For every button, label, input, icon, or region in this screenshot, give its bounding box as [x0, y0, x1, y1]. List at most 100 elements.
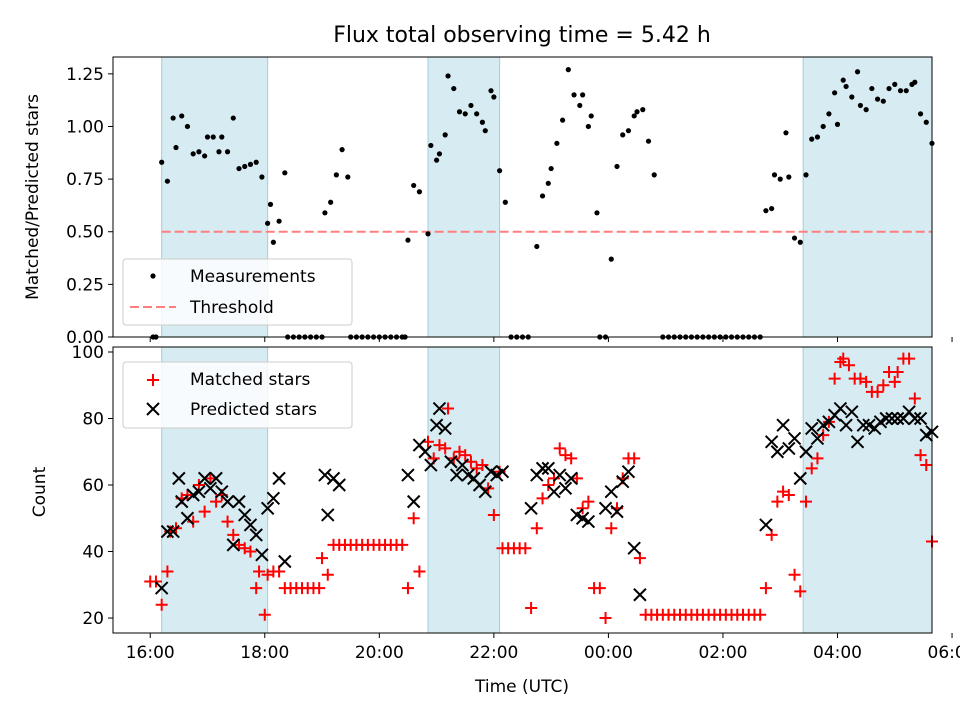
- matched-stars-points: [144, 352, 938, 625]
- matched-star-point: [920, 459, 933, 472]
- y-tick-label: 0.00: [66, 328, 104, 348]
- matched-star-point: [407, 512, 420, 525]
- matched-star-point: [149, 575, 162, 588]
- bottom-panel: 20 40 60 80 100 16:00 18:00 20:00 22:00 00:00 02:…: [30, 343, 960, 697]
- predicted-star-point: [890, 411, 905, 426]
- measurement-point: [210, 134, 216, 140]
- matched-star-point: [250, 582, 263, 595]
- bottom-plot-frame: [112, 346, 933, 634]
- matched-star-point: [155, 598, 168, 611]
- predicted-star-point: [429, 418, 444, 432]
- predicted-star-point: [885, 411, 899, 426]
- legend-predicted-marker: [146, 402, 160, 416]
- predicted-star-point: [418, 445, 432, 459]
- measurement-point: [923, 119, 929, 125]
- matched-star-point: [181, 488, 194, 501]
- measurement-point: [451, 85, 457, 92]
- measurement-point: [425, 231, 431, 237]
- predicted-star-point: [547, 484, 561, 499]
- matched-star-point: [782, 488, 795, 501]
- measurement-point: [190, 151, 196, 157]
- measurement-point: [259, 174, 265, 180]
- y-tick-label: 80: [82, 410, 104, 430]
- measurement-point: [608, 256, 614, 262]
- matched-star-point: [914, 449, 927, 462]
- predicted-star-point: [604, 484, 618, 499]
- matched-star-point: [487, 508, 500, 521]
- measurement-point: [614, 163, 620, 170]
- measurement-point: [479, 119, 486, 125]
- predicted-star-point: [782, 441, 796, 456]
- measurement-point: [903, 88, 909, 94]
- measurement-point: [843, 83, 849, 90]
- x-tick-label: 18:00: [240, 643, 289, 663]
- top-panel: 0.00 0.25 0.50 0.75 1.00 1.25 Flux total obse…: [23, 23, 953, 348]
- predicted-star-point: [406, 494, 421, 509]
- predicted-star-point: [455, 458, 470, 472]
- measurement-point: [545, 180, 551, 186]
- measurement-point: [428, 142, 434, 149]
- measurement-point: [912, 79, 918, 85]
- measurement-point: [482, 128, 488, 134]
- predicted-star-point: [581, 514, 596, 529]
- measurement-point: [554, 140, 560, 146]
- predicted-star-point: [799, 445, 813, 459]
- measurement-point: [777, 176, 783, 182]
- matched-star-point: [842, 359, 855, 372]
- measurement-point: [854, 69, 861, 75]
- measurement-point: [202, 153, 208, 159]
- matched-star-point: [788, 568, 801, 581]
- predicted-star-point: [495, 465, 510, 479]
- predicted-star-point: [793, 471, 807, 486]
- matched-star-point: [221, 515, 234, 528]
- predicted-star-point: [908, 411, 922, 426]
- predicted-star-point: [633, 588, 647, 602]
- predicted-star-point: [401, 468, 415, 482]
- predicted-star-point: [266, 491, 281, 506]
- predicted-star-point: [272, 471, 286, 486]
- measurement-point: [620, 132, 626, 138]
- predicted-star-point: [770, 445, 785, 459]
- measurement-point: [173, 144, 179, 151]
- measurement-point: [196, 149, 202, 155]
- measurement-point: [769, 205, 775, 212]
- measurement-point: [333, 172, 339, 178]
- predicted-star-point: [166, 524, 180, 539]
- y-tick-label: 0.50: [66, 223, 104, 243]
- measurement-point: [826, 111, 832, 117]
- measurement-point: [763, 208, 769, 214]
- matched-star-point: [800, 495, 812, 508]
- x-tick-label: 04:00: [813, 643, 862, 663]
- measurement-point: [242, 163, 248, 170]
- measurement-point: [496, 168, 503, 174]
- measurement-point: [436, 151, 443, 157]
- matched-star-point: [253, 565, 266, 578]
- predicted-star-point: [160, 524, 175, 539]
- measurement-point: [840, 77, 846, 83]
- matched-star-point: [442, 402, 455, 415]
- predicted-star-point: [154, 581, 169, 595]
- matched-star-point: [811, 452, 824, 465]
- predicted-star-point: [616, 474, 630, 489]
- predicted-star-point: [332, 478, 346, 492]
- matched-star-point: [754, 608, 767, 621]
- measurement-points: [150, 67, 935, 340]
- legend-measurements-marker: [150, 273, 156, 279]
- y-tick-label: 0.75: [66, 170, 104, 190]
- measurement-point: [322, 210, 328, 216]
- matched-star-point: [605, 522, 618, 535]
- measurement-point: [539, 193, 546, 199]
- predicted-star-point: [197, 471, 212, 486]
- matched-star-point: [198, 505, 211, 518]
- predicted-star-point: [810, 431, 825, 446]
- predicted-star-point: [203, 481, 218, 496]
- measurement-point: [282, 170, 288, 176]
- matched-star-point: [877, 379, 890, 392]
- measurement-point: [565, 67, 571, 73]
- measurement-point: [491, 94, 497, 100]
- predicted-star-point: [226, 538, 240, 552]
- measurement-point: [857, 102, 864, 109]
- measurement-point: [224, 149, 231, 155]
- x-tick-label: 00:00: [584, 643, 633, 663]
- matched-star-point: [258, 608, 271, 621]
